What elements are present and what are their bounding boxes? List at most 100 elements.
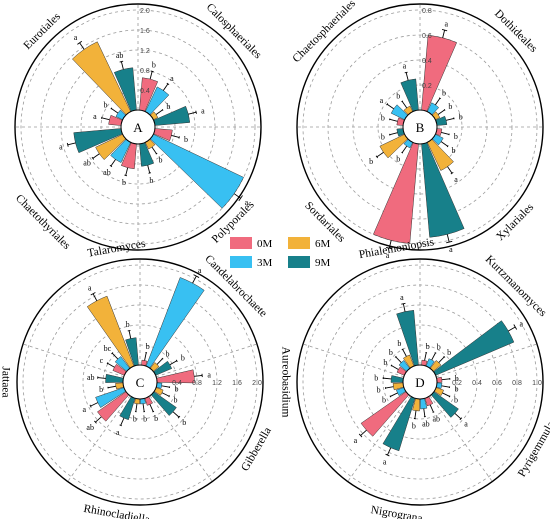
panel-letter: A <box>133 120 143 135</box>
panel-letter: B <box>416 120 425 135</box>
error-bar <box>429 404 434 413</box>
error-bar <box>194 375 203 377</box>
error-cap <box>150 70 154 73</box>
error-cap <box>448 395 451 398</box>
error-cap <box>450 171 454 175</box>
error-bar <box>149 71 153 80</box>
group-label-eurotiales: Eurotiales <box>22 10 64 52</box>
error-bar <box>120 417 125 426</box>
significance-letter: b <box>369 157 373 166</box>
error-bar <box>401 145 408 153</box>
significance-letter: a <box>449 245 453 254</box>
grid-ring <box>302 264 538 500</box>
error-bar <box>395 356 402 363</box>
significance-letter: b <box>382 396 386 405</box>
bar-b-chaetosphaeriales-3m <box>390 104 409 121</box>
error-cap <box>434 352 437 354</box>
significance-letter: b <box>454 396 458 405</box>
tick-label: 0.8 <box>140 68 150 75</box>
group-label-pyrigemmula: Pyrigemmula <box>516 419 550 479</box>
error-cap <box>404 71 408 74</box>
significance-letter: b <box>389 348 393 357</box>
significance-letter: a <box>82 405 86 414</box>
tick-label: 1.2 <box>212 380 222 387</box>
error-bar <box>423 408 426 417</box>
error-cap <box>161 357 164 360</box>
significance-letter: b <box>447 348 451 357</box>
group-label-jattaea: Jattaea <box>0 366 11 397</box>
error-bar <box>442 392 450 397</box>
significance-letter: a <box>400 293 404 302</box>
tick-label: 1.6 <box>232 380 242 387</box>
hub-circle <box>402 364 438 400</box>
legend: 0M 6M 3M 9M <box>230 237 331 269</box>
legend-label-6m: 6M <box>315 238 331 250</box>
tick-label: 0.2 <box>422 83 432 90</box>
error-cap <box>106 362 109 365</box>
error-cap <box>443 109 446 111</box>
significance-letter: b <box>455 374 459 383</box>
error-bar <box>435 97 441 106</box>
error-bar <box>147 165 151 174</box>
error-cap <box>386 103 389 106</box>
tick-label: 1.2 <box>140 48 150 55</box>
error-cap <box>148 172 152 174</box>
outer-rim <box>14 3 262 251</box>
error-cap <box>394 355 397 358</box>
error-bar <box>389 132 398 136</box>
error-bar <box>156 358 163 365</box>
significance-letter: a <box>207 371 211 380</box>
error-bar <box>424 352 427 361</box>
error-bar <box>454 413 462 420</box>
error-bar <box>401 101 408 109</box>
significance-letter: b <box>381 132 385 141</box>
error-bar <box>192 275 197 284</box>
bar-c-jattaea-9m <box>105 373 124 383</box>
error-bar <box>383 377 392 380</box>
error-bar <box>441 378 450 381</box>
error-bar <box>107 385 116 389</box>
significance-letter: b <box>451 146 455 155</box>
legend-swatch-9m <box>288 256 310 268</box>
significance-letter: b <box>374 373 378 382</box>
error-bar <box>162 83 169 91</box>
error-cap <box>432 411 435 413</box>
significance-letter: b <box>143 415 147 424</box>
error-cap <box>385 246 393 250</box>
group-label-calosphaeriales: Calosphaeriales <box>204 1 264 61</box>
error-cap <box>385 453 390 457</box>
error-bar <box>135 403 138 412</box>
error-bar <box>508 326 516 332</box>
significance-letter: b <box>181 353 185 362</box>
bar-c-candelabrochaete-3m <box>145 277 205 369</box>
legend-label-0m: 0M <box>257 238 273 250</box>
significance-letter: a <box>454 175 458 184</box>
error-bar <box>389 118 398 122</box>
error-cap <box>390 364 393 367</box>
error-bar <box>90 402 98 407</box>
significance-letter: c <box>100 356 104 365</box>
significance-letter: b <box>381 114 385 123</box>
group-label-chaetothyriales: Chaetothyriales <box>13 192 73 252</box>
error-bar <box>360 429 367 436</box>
bar-d-aureobasidium-9m <box>390 375 404 383</box>
error-cap <box>441 29 448 32</box>
group-divider <box>429 395 493 482</box>
error-cap <box>175 359 178 362</box>
significance-letter: ab <box>116 51 124 60</box>
error-bar <box>125 167 129 176</box>
significance-letter: b <box>154 414 158 423</box>
grid-ring <box>80 69 196 185</box>
error-bar <box>376 151 384 158</box>
error-bar <box>402 349 407 357</box>
group-label-nigrograna: Nigrograna <box>370 504 424 519</box>
error-bar <box>92 153 100 159</box>
error-cap <box>446 145 449 148</box>
significance-letter: b <box>184 135 188 144</box>
tick-label: 0.8 <box>192 380 202 387</box>
error-bar <box>441 385 450 388</box>
legend-swatch-3m <box>230 256 252 268</box>
tick-label: 0.4 <box>472 380 482 387</box>
